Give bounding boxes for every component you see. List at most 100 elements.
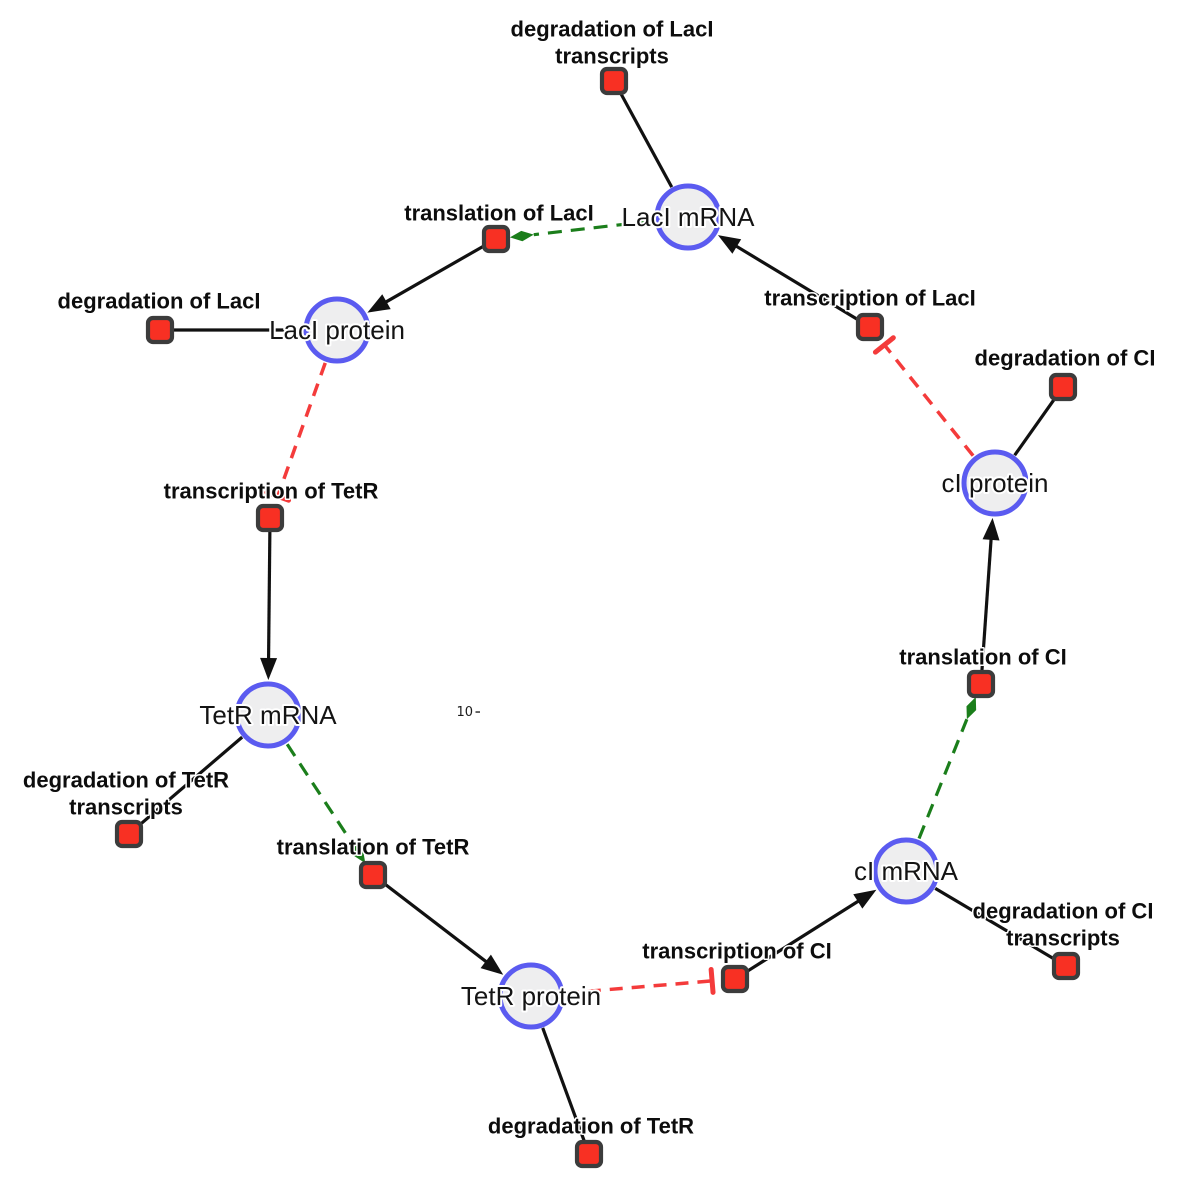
species-label-laci-mrna: LacI mRNA (622, 202, 756, 232)
product-line (266, 530, 272, 662)
inhibition-edge-tetr-protein-to-transcription-ci (565, 966, 716, 995)
reaction-square-deg-ci (1048, 372, 1078, 402)
modifier-edge-tetr-mrna-to-translation-tetr (285, 743, 366, 864)
inset-chart: 10 (456, 705, 480, 720)
reaction-node-translation-ci (966, 669, 996, 699)
arrowhead-icon (717, 235, 742, 254)
reactant-line (1013, 396, 1057, 457)
product-edge-transcription-tetr-to-tetr-mrna (260, 530, 278, 681)
modifier-edge-ci-mrna-to-translation-ci (917, 696, 977, 840)
reaction-label-transcription-tetr: transcription of TetR (164, 479, 379, 504)
species-label-laci-protein: LacI protein (269, 315, 405, 345)
reaction-square-transcription-tetr (255, 503, 285, 533)
inhibition-tee-icon (708, 966, 716, 995)
species-node-tetr-mrna (234, 681, 302, 749)
reaction-node-deg-tetr (574, 1139, 604, 1169)
network-nodes (114, 66, 1081, 1169)
species-node-ci-mrna (872, 837, 940, 905)
arrowhead-icon (853, 889, 877, 909)
reaction-node-transcription-ci (720, 964, 750, 994)
inhibition-tee-icon (264, 489, 292, 503)
arrowhead-icon (367, 294, 391, 313)
reactant-line (541, 1027, 587, 1143)
reaction-square-translation-laci (481, 224, 511, 254)
species-label-tetr-mrna: TetR mRNA (199, 700, 337, 730)
inhibition-tee-icon (872, 335, 896, 355)
species-node-tetr-protein (497, 962, 565, 1030)
reaction-square-deg-ci-transcripts (1051, 951, 1081, 981)
reaction-square-deg-tetr-transcripts (114, 819, 144, 849)
species-node-laci-protein (303, 296, 371, 364)
reactant-edge-tetr-protein-to-deg-tetr (541, 1027, 587, 1143)
modifier-line (917, 718, 969, 840)
reaction-label-translation-tetr: translation of TetR (277, 835, 470, 860)
arrowhead-icon (260, 657, 278, 681)
product-line (745, 898, 862, 974)
reaction-label-deg-laci-transcripts-line1: degradation of LacI (511, 17, 714, 42)
species-circle-laci-mrna (654, 183, 722, 251)
product-edge-translation-laci-to-laci-protein (367, 244, 486, 313)
inhibition-line (565, 979, 713, 995)
chart-axes: 10 (456, 705, 480, 720)
reaction-label-deg-laci-transcripts-line2: transcripts (555, 44, 669, 69)
product-line (383, 244, 486, 305)
inhibition-line (883, 343, 975, 457)
reaction-label-deg-tetr-transcripts-line1: degradation of TetR (23, 768, 229, 793)
reaction-node-translation-laci (481, 224, 511, 254)
diamond-arrowhead-icon (966, 696, 977, 720)
reaction-label-deg-ci-transcripts-line1: degradation of CI (973, 899, 1154, 924)
reaction-square-translation-tetr (358, 860, 388, 890)
species-label-tetr-protein: TetR protein (461, 981, 601, 1011)
reaction-node-deg-laci-transcripts (599, 66, 629, 96)
reaction-label-deg-tetr-transcripts-line2: transcripts (69, 795, 183, 820)
network-edges (137, 91, 1057, 1143)
inhibition-edge-ci-protein-to-transcription-laci (872, 335, 975, 457)
species-circle-tetr-protein (497, 962, 565, 1030)
reactant-edge-ci-mrna-to-deg-ci-transcripts (934, 886, 1056, 961)
reactant-edge-ci-protein-to-deg-ci (1013, 396, 1057, 457)
species-circle-tetr-mrna (234, 681, 302, 749)
species-node-laci-mrna (654, 183, 722, 251)
modifier-line (285, 743, 354, 845)
reaction-label-deg-laci: degradation of LacI (58, 289, 261, 314)
diamond-arrowhead-icon (352, 843, 366, 864)
inhibition-line (276, 362, 327, 497)
inhibition-edge-laci-protein-to-transcription-tetr (264, 362, 327, 503)
reaction-square-translation-ci (966, 669, 996, 699)
reaction-label-transcription-ci: transcription of CI (642, 939, 831, 964)
reaction-label-deg-ci: degradation of CI (975, 346, 1156, 371)
reaction-node-deg-laci (145, 315, 175, 345)
product-line (733, 243, 860, 322)
reaction-node-deg-ci-transcripts (1051, 951, 1081, 981)
reaction-square-deg-laci (145, 315, 175, 345)
reactant-line (618, 91, 674, 188)
product-edge-translation-ci-to-ci-protein (980, 517, 1000, 672)
reaction-node-transcription-laci (855, 312, 885, 342)
reaction-label-translation-laci: translation of LacI (404, 201, 593, 226)
diamond-arrowhead-icon (509, 230, 534, 242)
species-label-ci-mrna: cI mRNA (854, 856, 959, 886)
reaction-square-deg-laci-transcripts (599, 66, 629, 96)
product-line (980, 536, 993, 672)
arrowhead-icon (480, 954, 504, 975)
species-circle-ci-protein (961, 449, 1029, 517)
reaction-label-translation-ci: translation of CI (899, 645, 1066, 670)
species-label-ci-protein: cI protein (942, 468, 1049, 498)
reaction-label-deg-ci-transcripts-line2: transcripts (1006, 926, 1120, 951)
y-tick-label: 10 (456, 705, 473, 720)
product-edge-transcription-ci-to-ci-mrna (745, 889, 877, 974)
species-node-ci-protein (961, 449, 1029, 517)
reactant-line (934, 886, 1056, 961)
reactant-line (137, 735, 244, 827)
species-circle-ci-mrna (872, 837, 940, 905)
reaction-square-transcription-ci (720, 964, 750, 994)
reaction-square-transcription-laci (855, 312, 885, 342)
reaction-node-deg-tetr-transcripts (114, 819, 144, 849)
modifier-line (533, 219, 654, 237)
product-line (382, 881, 490, 965)
reactant-edge-tetr-mrna-to-deg-tetr-transcripts (137, 735, 244, 827)
product-edge-transcription-laci-to-laci-mrna (717, 235, 860, 322)
reaction-node-translation-tetr (358, 860, 388, 890)
